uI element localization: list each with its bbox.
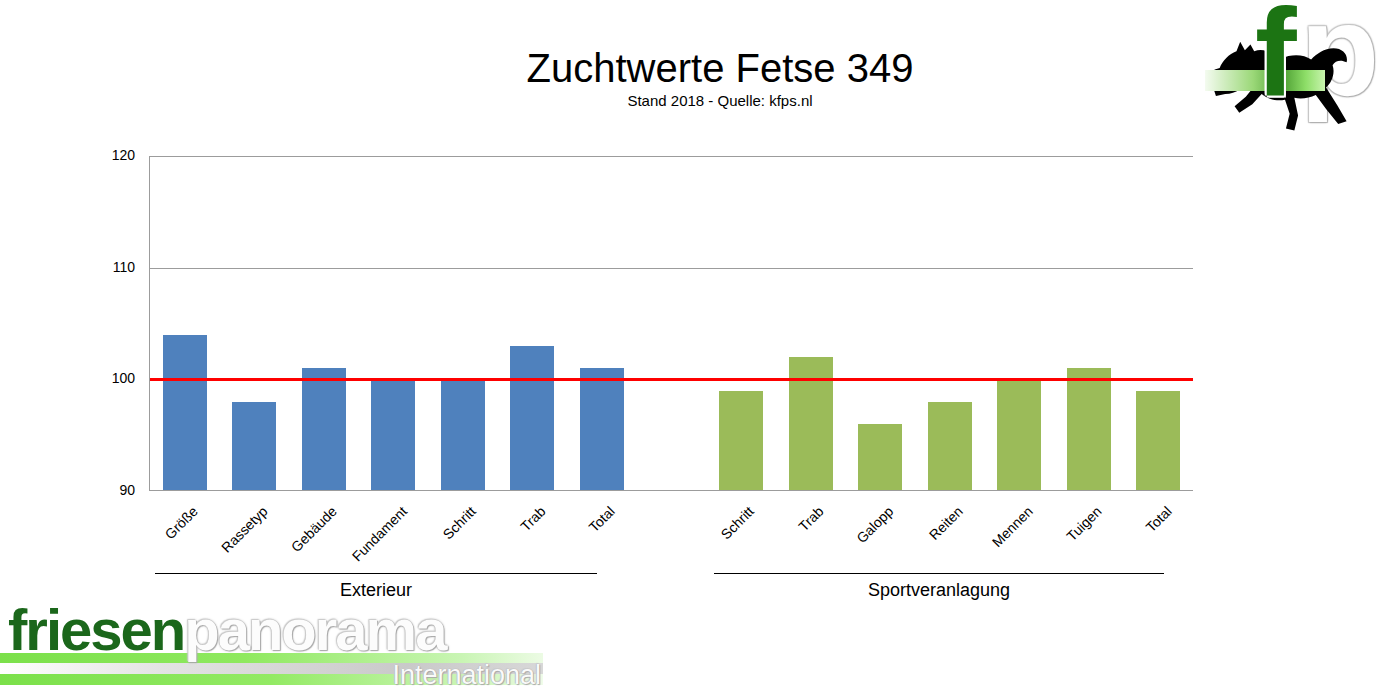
footer-tagline: International <box>392 660 541 691</box>
x-axis-label-größe: Größe <box>162 503 201 542</box>
x-axis-label-galopp: Galopp <box>853 503 896 546</box>
y-axis-label: 100 <box>91 370 135 386</box>
x-axis-label-schritt: Schritt <box>440 503 479 542</box>
bar-exterieur-total <box>580 368 624 490</box>
corner-logo: p f <box>1205 5 1400 140</box>
bar-exterieur-schritt <box>441 379 485 490</box>
footer-wordmark-panorama: panorama <box>184 597 445 662</box>
title-block: Zuchtwerte Fetse 349 Stand 2018 - Quelle… <box>0 46 1400 109</box>
group-label-sportveranlagung: Sportveranlagung <box>714 580 1164 601</box>
bar-sportveranlagung-mennen <box>997 379 1041 490</box>
bar-sportveranlagung-galopp <box>858 424 902 490</box>
bar-exterieur-fundament <box>371 379 415 490</box>
bar-sportveranlagung-reiten <box>928 402 972 490</box>
gridline-110 <box>150 268 1193 269</box>
x-axis-line <box>150 490 1193 491</box>
group-line-sportveranlagung <box>714 573 1164 574</box>
bar-sportveranlagung-tuigen <box>1067 368 1111 490</box>
y-axis-label: 120 <box>91 147 135 163</box>
bar-exterieur-rassetyp <box>232 402 276 490</box>
slide: Zuchtwerte Fetse 349 Stand 2018 - Quelle… <box>0 0 1400 700</box>
x-axis-label-fundament: Fundament <box>348 503 409 564</box>
chart-subtitle: Stand 2018 - Quelle: kfps.nl <box>40 92 1400 109</box>
x-axis-label-schritt: Schritt <box>718 503 757 542</box>
x-axis-label-gebäude: Gebäude <box>288 503 340 555</box>
bar-exterieur-trab <box>510 346 554 490</box>
x-axis-label-total: Total <box>586 503 618 535</box>
bar-sportveranlagung-trab <box>789 357 833 490</box>
x-axis-label-reiten: Reiten <box>926 503 966 543</box>
bar-sportveranlagung-schritt <box>719 391 763 491</box>
y-axis-label: 90 <box>91 482 135 498</box>
x-axis-label-mennen: Mennen <box>988 503 1035 550</box>
group-line-exterieur <box>155 573 597 574</box>
footer-logo: friesenpanorama International <box>0 598 560 698</box>
plot-area <box>149 156 1193 491</box>
gridline-120 <box>150 156 1193 157</box>
x-axis-label-trab: Trab <box>796 503 827 534</box>
logo-letter-f: f <box>1255 0 1297 114</box>
x-axis-label-tuigen: Tuigen <box>1064 503 1105 544</box>
x-axis-label-rassetyp: Rassetyp <box>218 503 271 556</box>
bar-exterieur-gebäude <box>302 368 346 490</box>
bar-sportveranlagung-total <box>1136 391 1180 491</box>
reference-line-100 <box>150 378 1193 381</box>
footer-wordmark-friesen: friesen <box>8 597 184 662</box>
footer-wordmark: friesenpanorama <box>8 598 445 662</box>
y-axis-label: 110 <box>91 259 135 275</box>
x-axis-label-trab: Trab <box>517 503 548 534</box>
chart-title: Zuchtwerte Fetse 349 <box>40 46 1400 90</box>
bar-exterieur-größe <box>163 335 207 490</box>
x-axis-label-total: Total <box>1142 503 1174 535</box>
